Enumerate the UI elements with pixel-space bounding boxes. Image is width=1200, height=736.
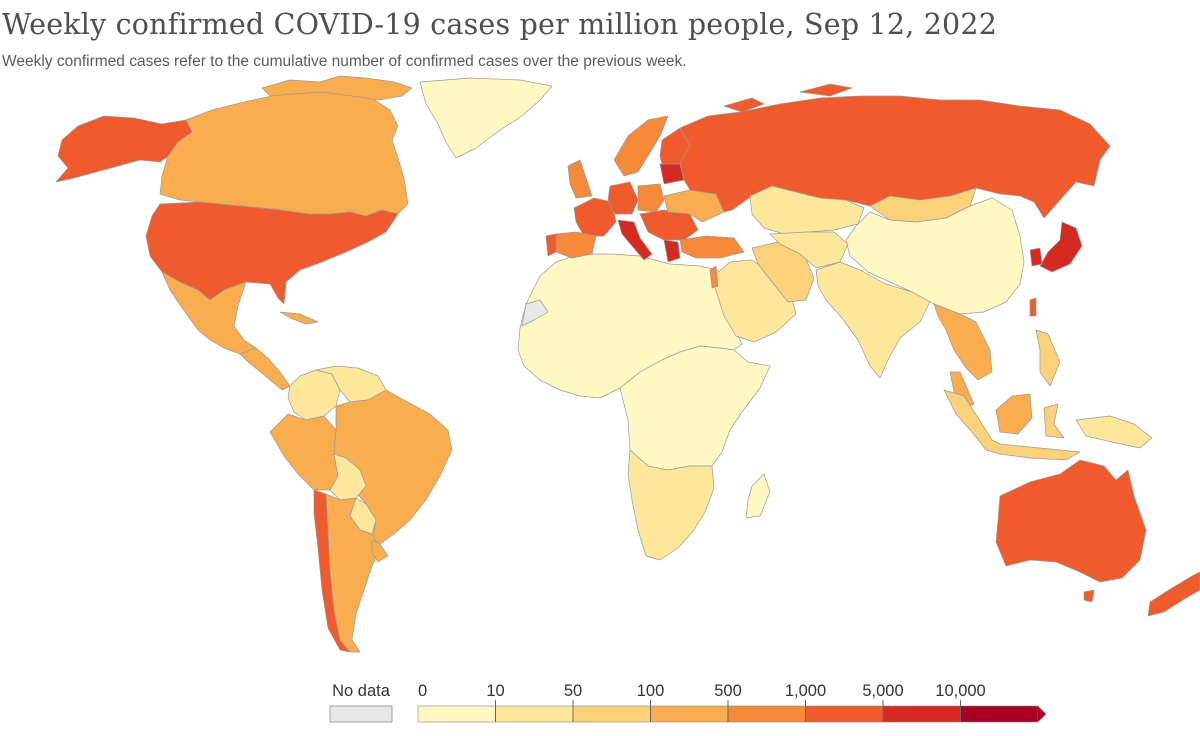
region-uruguay[interactable] [371,539,389,563]
region-southern-africa[interactable] [627,449,715,561]
region-greece[interactable] [663,239,681,263]
world-map [55,75,1200,653]
region-australia[interactable] [995,459,1147,583]
region-taiwan[interactable] [1029,297,1037,317]
legend-bin[interactable] [805,705,884,723]
region-sulawesi[interactable] [1043,403,1065,439]
legend-tick-label: 50 [564,682,582,700]
legend-tick-label: 10,000 [935,682,985,700]
region-philippines[interactable] [1035,329,1061,387]
region-portugal[interactable] [545,233,557,257]
legend-bin[interactable] [960,705,1039,723]
region-mexico[interactable] [161,271,257,355]
region-canada[interactable] [159,89,409,217]
region-colombia[interactable] [287,369,341,421]
region-india[interactable] [815,261,931,379]
region-indonesia[interactable] [943,389,1081,461]
region-new-zealand[interactable] [1147,571,1200,617]
region-southeast-asia[interactable] [933,303,993,381]
legend-bin[interactable] [882,705,961,723]
region-scandinavia[interactable] [613,115,669,177]
legend-tick-label: 1,000 [785,682,826,700]
legend-tick-label: 0 [418,682,427,700]
region-peru[interactable] [269,413,339,491]
region-western-sahara[interactable] [521,299,549,327]
region-balkans[interactable] [639,209,699,241]
legend-bin[interactable] [495,705,574,723]
chart-title: Weekly confirmed COVID-19 cases per mill… [2,8,998,41]
region-argentina[interactable] [325,493,381,653]
region-spain[interactable] [555,231,597,259]
chart-subtitle: Weekly confirmed cases refer to the cumu… [2,53,687,70]
region-madagascar[interactable] [745,473,771,519]
region-japan[interactable] [1039,221,1083,273]
legend-tick-label: 100 [637,682,665,700]
legend-tick-label: 5,000 [862,682,903,700]
region-china[interactable] [845,197,1025,315]
legend: No data 0 10 50 100 500 1,000 5,000 10,000 [329,682,1046,723]
region-papua[interactable] [1075,415,1153,449]
region-south-korea[interactable] [1029,247,1043,267]
region-france[interactable] [573,197,617,237]
legend-color-bins [417,705,1039,723]
region-central-america[interactable] [239,347,291,391]
legend-tick-label: 10 [486,682,504,700]
region-russia-islands[interactable] [723,83,853,113]
legend-no-data-label: No data [332,682,391,700]
region-cuba[interactable] [279,311,319,325]
region-poland[interactable] [637,183,665,213]
legend-arrow-tip [1038,706,1046,722]
region-alaska[interactable] [55,115,193,183]
region-borneo[interactable] [995,393,1033,435]
legend-bin[interactable] [727,705,806,723]
region-united-kingdom[interactable] [567,159,593,199]
legend-bin[interactable] [572,705,651,723]
region-israel[interactable] [709,265,719,289]
region-germany[interactable] [607,181,639,215]
region-turkey[interactable] [679,235,745,259]
region-russia[interactable] [679,95,1111,219]
region-canada-islands[interactable] [261,75,413,101]
legend-tick-labels: 0 10 50 100 500 1,000 5,000 10,000 [418,682,986,722]
region-italy[interactable] [617,219,653,261]
legend-bin[interactable] [650,705,729,723]
legend-bin[interactable] [417,705,496,723]
legend-no-data-swatch[interactable] [329,705,393,723]
region-tasmania[interactable] [1083,589,1095,603]
region-greenland[interactable] [419,77,553,159]
legend-tick-label: 500 [714,682,742,700]
